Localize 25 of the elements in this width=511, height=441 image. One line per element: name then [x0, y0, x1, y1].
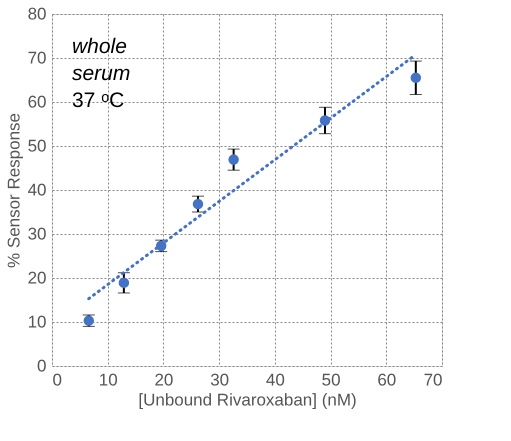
- y-tick-label: 70: [28, 48, 46, 68]
- y-tick-label: 20: [28, 268, 46, 288]
- y-tick-label: 0: [37, 356, 46, 376]
- y-tick-label: 60: [28, 92, 46, 112]
- x-tick-label: 20: [154, 370, 174, 390]
- x-axis-title: [Unbound Rivaroxaban] (nM): [138, 390, 357, 410]
- point: [410, 72, 422, 84]
- annotation: 37 ᵒC: [72, 89, 124, 112]
- point: [228, 154, 239, 165]
- x-tick-label: 30: [210, 370, 230, 390]
- x-tick-label: 60: [377, 370, 396, 390]
- x-tick-label: 50: [322, 370, 341, 390]
- y-axis-title: % Sensor Response: [4, 113, 24, 268]
- x-tick-label: 40: [266, 370, 285, 390]
- x-tick-label: 10: [98, 370, 118, 390]
- point: [192, 198, 204, 210]
- y-tick-label: 30: [28, 224, 46, 244]
- y-tick-label: 40: [28, 180, 46, 200]
- y-tick-label: 10: [28, 312, 46, 332]
- point: [118, 278, 130, 288]
- x-tick-label: 70: [424, 370, 442, 390]
- x-tick-label: 0: [52, 370, 62, 390]
- y-tick-label: 50: [28, 136, 46, 156]
- y-tick-label: 80: [28, 4, 46, 24]
- annotation: whole serum: [72, 35, 130, 85]
